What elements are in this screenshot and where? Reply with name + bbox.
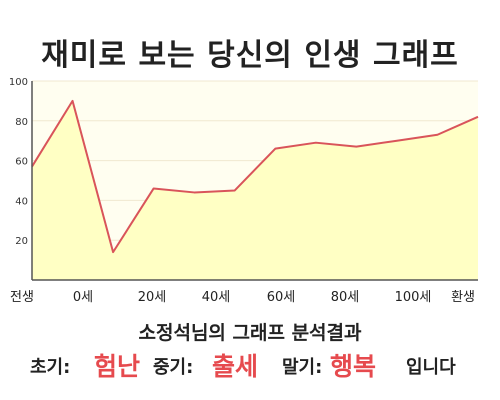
x-tick-label-1: 0세 [73, 290, 93, 305]
late-value: 행복 [330, 352, 377, 381]
x-tick-label-7: 환생 [451, 290, 475, 305]
x-tick-label-2: 20세 [138, 290, 167, 305]
y-tick-label-3: 80 [15, 117, 28, 128]
y-tick-label-0: 20 [15, 236, 28, 247]
x-tick-label-4: 60세 [267, 290, 296, 305]
y-tick-label-2: 60 [15, 157, 28, 168]
early-value: 험난 [94, 352, 141, 381]
x-tick-label-6: 100세 [395, 290, 432, 305]
middle-value: 출세 [212, 352, 259, 381]
y-tick-labels: 20 40 60 80 100 [9, 77, 28, 247]
analysis-result: 초기: 험난 중기: 출세 말기: 행복 입니다 [0, 345, 500, 385]
x-tick-label-0: 전생 [10, 290, 34, 305]
x-tick-labels: 전생 0세 20세 40세 60세 80세 100세 환생 [10, 290, 475, 305]
analysis-heading: 소정석님의 그래프 분석결과 [138, 322, 362, 344]
ending-text: 입니다 [406, 357, 456, 378]
series-line [31, 99, 479, 254]
late-label: 말기: [282, 357, 323, 378]
x-tick-label-3: 40세 [202, 290, 231, 305]
chart-title: 재미로 보는 당신의 인생 그래프 [41, 38, 459, 73]
early-label: 초기: [30, 357, 71, 378]
x-tick-label-5: 80세 [331, 290, 360, 305]
y-tick-label-4: 100 [9, 77, 28, 88]
y-tick-label-1: 40 [15, 196, 28, 207]
middle-label: 중기: [153, 357, 194, 378]
